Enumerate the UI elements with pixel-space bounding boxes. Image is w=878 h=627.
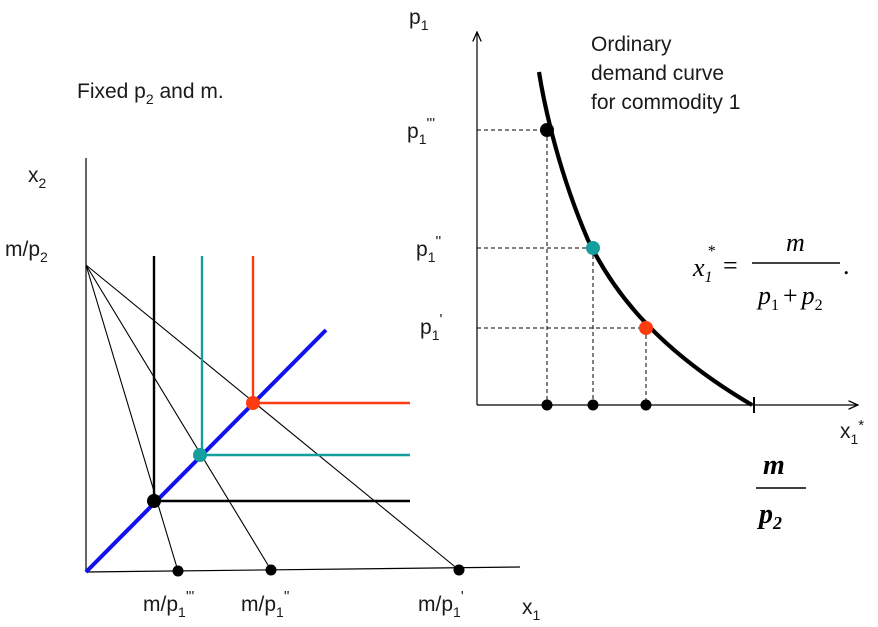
optimum-point-black <box>147 494 161 508</box>
price-label-2: p1'' <box>416 233 441 265</box>
quantity-dot-3 <box>640 399 652 411</box>
price-label-1: p1''' <box>407 115 435 147</box>
optimum-point-teal <box>193 448 207 462</box>
demand-point-black <box>540 123 554 137</box>
right-y-axis-label: p1 <box>409 6 429 33</box>
x-intercept-label-3: m/p1' <box>418 588 464 620</box>
budget-line-mid-price <box>85 264 272 571</box>
demand-point-red <box>639 321 653 335</box>
left-caption: Fixed p2 and m. <box>77 80 224 107</box>
budget-line-low-price <box>85 264 460 571</box>
right-x-axis-label: x1* <box>840 417 864 447</box>
demand-point-teal <box>586 241 600 255</box>
y-intercept-label: m/p2 <box>5 238 48 265</box>
formula-period: . <box>843 251 850 280</box>
x-intercept-dot-2 <box>265 564 277 576</box>
left-x-axis <box>85 566 521 573</box>
quantity-dot-1 <box>541 399 553 411</box>
dashed-guides <box>477 129 647 405</box>
x-intercept-label-2: m/p1'' <box>241 588 290 620</box>
demand-curve <box>536 71 754 407</box>
quantity-dot-2 <box>587 399 599 411</box>
demand-curve-caption-1: Ordinary <box>591 33 672 56</box>
demand-curve-caption-2: demand curve <box>591 62 724 85</box>
optimal-choice-ray <box>84 328 328 574</box>
right-panel: p1 x1* Ordinary demand curve for commodi… <box>407 6 864 533</box>
formula-numerator: m <box>786 228 805 257</box>
x-intercept-dot-3 <box>453 564 465 576</box>
price-label-3: p1' <box>420 311 442 343</box>
demand-curve-caption-3: for commodity 1 <box>591 91 740 114</box>
x-intercept-label-1: m/p1''' <box>143 588 195 620</box>
formula-equals: = <box>723 251 738 280</box>
formula-lhs-star: * <box>707 243 715 260</box>
asymptote-numerator: m <box>763 450 785 481</box>
x-intercept-dot-1 <box>172 565 184 577</box>
asymptote-denominator: p2 <box>757 499 782 533</box>
formula-lhs: x1 <box>692 253 713 286</box>
left-x-axis-label: x1 <box>522 596 541 623</box>
asymptote-label: m p2 <box>756 450 806 533</box>
budget-line-high-price <box>85 264 179 572</box>
formula-denominator: p1 + p2 <box>756 281 823 314</box>
demand-formula: x1 * = m p1 + p2 . <box>692 228 850 314</box>
left-panel: Fixed p2 and m. x2 x1 m/p2 m/p1''' m/p1'… <box>5 80 541 623</box>
left-y-axis-label: x2 <box>28 164 47 191</box>
optimum-point-red <box>246 396 260 410</box>
